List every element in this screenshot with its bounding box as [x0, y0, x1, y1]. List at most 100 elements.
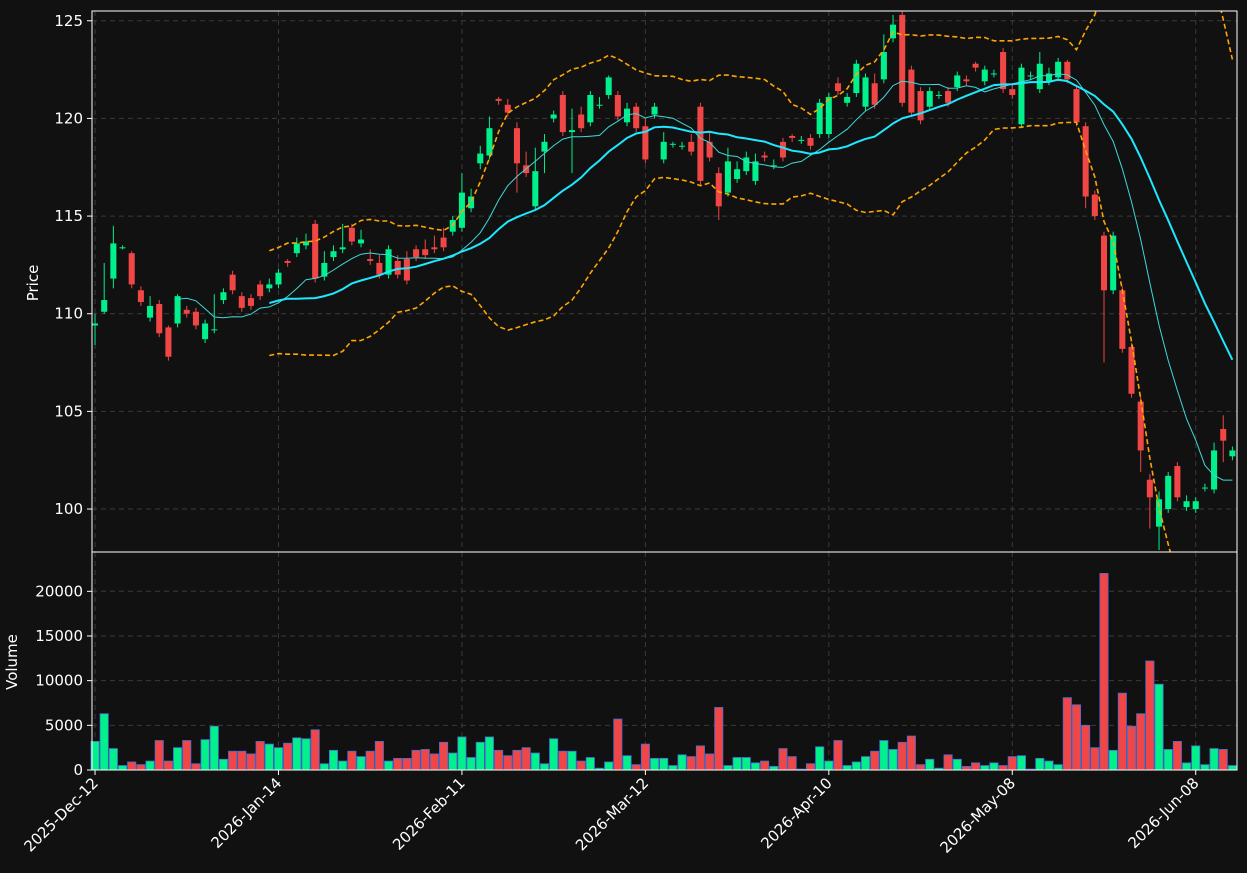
candle-body — [642, 126, 649, 160]
candle-body — [302, 241, 310, 246]
y-tick-label: 125 — [54, 12, 83, 30]
candle-body — [358, 239, 365, 244]
volume-bar — [805, 763, 816, 771]
volume-bar — [668, 765, 678, 771]
moving-average — [269, 78, 1234, 361]
candle-body — [834, 83, 842, 92]
candle-body — [568, 130, 576, 133]
candle-body — [908, 69, 915, 113]
volume-bar — [989, 762, 999, 771]
candle-body — [752, 161, 759, 181]
candle-body — [697, 106, 704, 181]
volume-bar — [301, 738, 311, 771]
candle-body — [1036, 63, 1043, 90]
volume-bar — [833, 740, 843, 771]
volume-bar — [1117, 692, 1127, 771]
volume-bar — [374, 741, 384, 771]
volume-bar — [695, 745, 705, 771]
volume-bar — [549, 738, 559, 771]
candle-body — [1137, 401, 1144, 451]
candle-body — [367, 259, 374, 261]
candle-body — [513, 128, 520, 164]
candle-body — [1229, 450, 1236, 457]
volume-bar — [127, 761, 137, 771]
candle-body — [92, 323, 99, 326]
candle-body — [954, 75, 961, 88]
candle-body — [147, 305, 154, 318]
candle-body — [257, 284, 264, 297]
volume-bar — [136, 764, 146, 771]
y-tick-label: 10000 — [35, 672, 83, 690]
volume-bar — [650, 757, 660, 771]
volume-bar — [971, 762, 981, 771]
volume-bar — [631, 764, 641, 771]
bollinger-upper — [269, 11, 1234, 252]
candle-body — [734, 169, 741, 179]
candle-body — [990, 73, 997, 75]
candle-body — [202, 323, 209, 340]
candle-body — [110, 243, 117, 279]
candle-body — [431, 247, 438, 250]
candle-body — [550, 114, 557, 119]
candle-body — [1082, 126, 1089, 197]
volume-bar — [237, 750, 247, 771]
volume-bar — [750, 762, 760, 771]
candle-body — [321, 262, 328, 277]
candle-body — [541, 141, 548, 152]
candle-body — [926, 91, 933, 107]
volume-bar — [961, 766, 971, 771]
candle-body — [1201, 487, 1208, 489]
candle-body — [440, 237, 447, 248]
candle-body — [789, 135, 796, 138]
volume-bar — [163, 760, 173, 771]
candle-body — [706, 141, 713, 158]
candle-body — [816, 102, 823, 135]
candle-body — [596, 104, 603, 106]
volume-bar — [622, 755, 632, 771]
candle-body — [660, 141, 667, 160]
candle-body — [1000, 52, 1007, 90]
volume-bar — [173, 747, 183, 771]
candle-body — [633, 106, 640, 129]
candle-body — [247, 298, 254, 306]
volume-bar — [787, 756, 797, 771]
y-axis-label: Price — [24, 265, 42, 302]
volume-bar — [484, 736, 494, 771]
volume-bar — [732, 757, 742, 771]
candle-body — [1119, 290, 1126, 349]
volume-bar — [1136, 713, 1146, 771]
volume-bar — [1016, 755, 1026, 771]
volume-bar — [108, 748, 118, 771]
volume-bar — [558, 750, 568, 771]
candle-body — [403, 259, 410, 281]
candle-body — [1211, 450, 1218, 490]
volume-bar — [1062, 697, 1072, 771]
candle-body — [578, 114, 585, 129]
volume-bar — [851, 761, 861, 771]
volume-bar — [200, 739, 210, 771]
volume-bar — [1227, 765, 1237, 771]
volume-frame — [91, 551, 1238, 771]
volume-bar — [420, 749, 430, 771]
candle-body — [156, 303, 163, 334]
volume-bar — [494, 749, 504, 771]
candle-body — [1027, 75, 1034, 77]
volume-bar — [145, 760, 155, 771]
volume-bar — [539, 763, 550, 771]
candle-body — [1165, 475, 1172, 510]
volume-bar — [1209, 748, 1219, 771]
candle-body — [624, 108, 631, 123]
y-tick-label: 105 — [54, 402, 83, 420]
candle-body — [651, 106, 658, 115]
volume-bar — [283, 742, 293, 771]
volume-bar — [906, 735, 916, 771]
candle-body — [495, 98, 502, 101]
volume-bar — [365, 750, 375, 771]
candle-body — [422, 249, 429, 256]
candle-body — [844, 96, 851, 103]
candle-body — [853, 63, 860, 94]
candle-body — [238, 296, 245, 308]
candle-body — [1192, 501, 1199, 510]
y-tick-label: 20000 — [35, 582, 83, 600]
